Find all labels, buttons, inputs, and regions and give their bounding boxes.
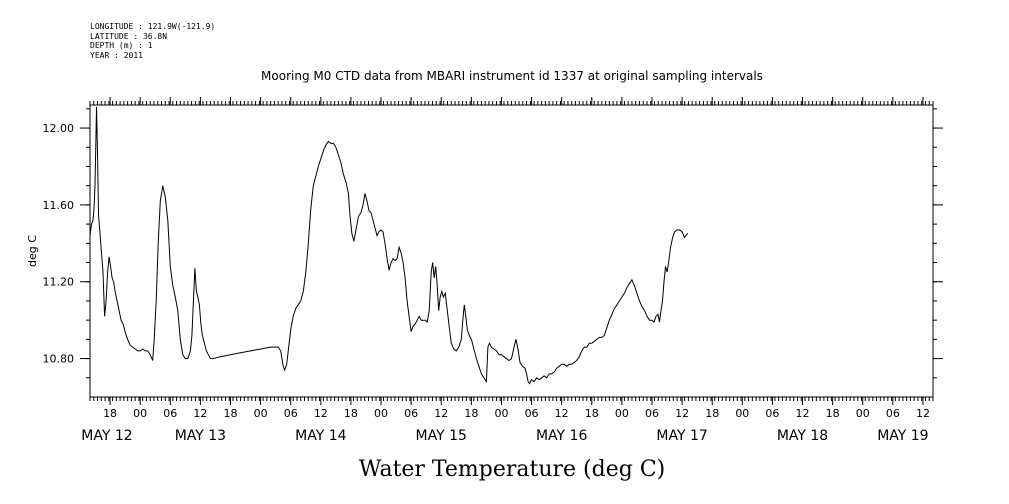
plot-frame xyxy=(89,104,934,398)
hour-tick-label: 00 xyxy=(735,407,749,420)
metadata-block: LONGITUDE : 121.9W(-121.9) LATITUDE : 36… xyxy=(90,22,215,60)
hour-tick-label: 18 xyxy=(705,407,719,420)
hour-tick-label: 06 xyxy=(404,407,418,420)
hour-tick-label: 18 xyxy=(103,407,117,420)
y-tick-labels: 10.80 11.20 11.60 12.00 xyxy=(43,122,75,366)
minor-ticks xyxy=(86,101,937,401)
y-tick-label: 10.80 xyxy=(43,353,75,366)
year-text: YEAR : 2011 xyxy=(90,50,143,60)
day-label: MAY 18 xyxy=(777,428,828,444)
hour-tick-label: 12 xyxy=(916,407,930,420)
hour-tick-label: 00 xyxy=(254,407,268,420)
chart-title: Mooring M0 CTD data from MBARI instrumen… xyxy=(261,69,763,83)
hour-tick-label: 18 xyxy=(224,407,238,420)
depth-text: DEPTH (m) : 1 xyxy=(90,41,153,50)
hour-tick-label: 00 xyxy=(494,407,508,420)
day-label: MAY 16 xyxy=(536,428,587,444)
hour-tick-label: 12 xyxy=(555,407,569,420)
y-tick-label: 11.60 xyxy=(43,199,75,212)
longitude-text: LONGITUDE : 121.9W(-121.9) xyxy=(90,22,216,31)
water-temperature-line xyxy=(89,106,689,385)
day-labels: MAY 12 MAY 13 MAY 14 MAY 15 MAY 16 MAY 17 MAY … xyxy=(81,428,928,444)
y-tick-label: 12.00 xyxy=(43,122,75,135)
latitude-text: LATITUDE : 36.8N xyxy=(90,31,168,41)
day-label: MAY 12 xyxy=(81,428,132,444)
hour-tick-label: 18 xyxy=(585,407,599,420)
day-label: MAY 14 xyxy=(295,428,346,444)
hour-tick-label: 00 xyxy=(133,407,147,420)
y-tick-label: 11.20 xyxy=(43,276,75,289)
hour-tick-label: 00 xyxy=(374,407,388,420)
hour-tick-label: 06 xyxy=(163,407,177,420)
day-label: MAY 15 xyxy=(416,428,467,444)
day-label: MAY 13 xyxy=(175,428,226,444)
hour-tick-label: 18 xyxy=(826,407,840,420)
y-axis-label: deg C xyxy=(26,235,39,267)
hour-tick-label: 12 xyxy=(675,407,689,420)
hour-tick-label: 06 xyxy=(886,407,900,420)
hour-tick-label: 12 xyxy=(796,407,810,420)
hour-tick-label: 06 xyxy=(645,407,659,420)
hour-tick-label: 06 xyxy=(765,407,779,420)
hour-tick-label: 06 xyxy=(525,407,539,420)
hour-tick-label: 00 xyxy=(856,407,870,420)
hour-tick-label: 00 xyxy=(615,407,629,420)
day-label: MAY 17 xyxy=(656,428,707,444)
bottom-title: Water Temperature (deg C) xyxy=(359,457,666,482)
hour-tick-label: 18 xyxy=(464,407,478,420)
hour-tick-labels: 18 00 06 12 18 00 06 12 18 00 06 12 18 00 06 12 18 00 06 12… xyxy=(103,407,930,420)
hour-tick-label: 12 xyxy=(434,407,448,420)
hour-tick-label: 06 xyxy=(284,407,298,420)
major-ticks xyxy=(80,97,943,405)
hour-tick-label: 12 xyxy=(193,407,207,420)
hour-tick-label: 12 xyxy=(314,407,328,420)
hour-tick-label: 18 xyxy=(344,407,358,420)
day-label: MAY 19 xyxy=(877,428,928,444)
